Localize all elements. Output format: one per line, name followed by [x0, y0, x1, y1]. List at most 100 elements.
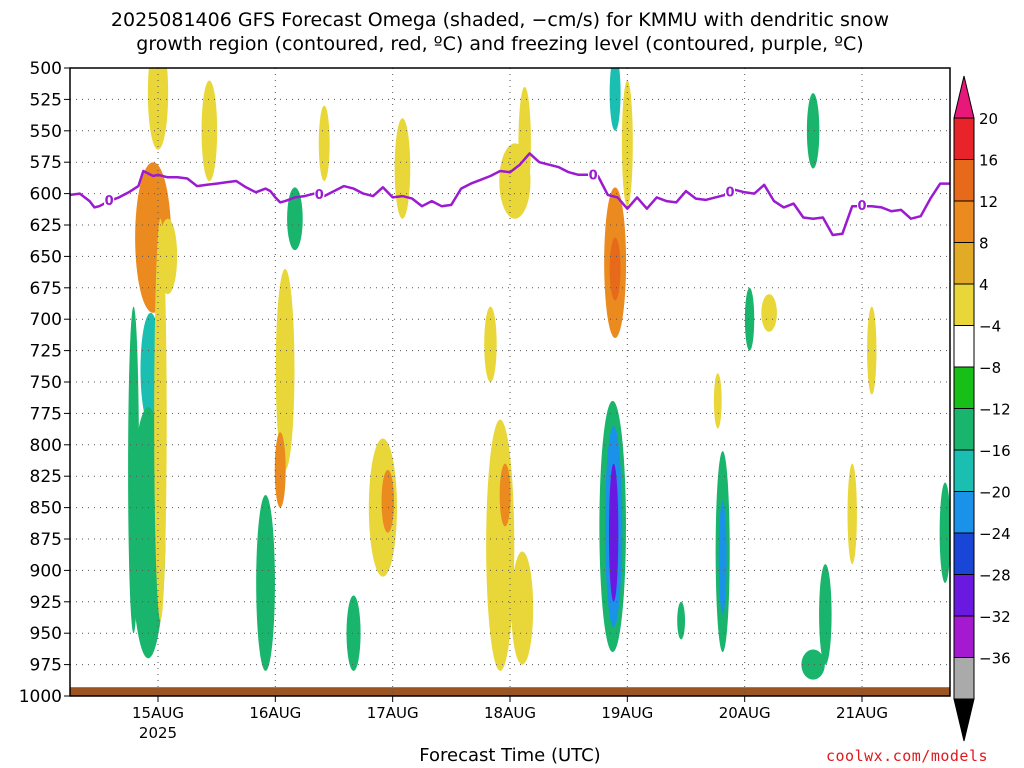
freezing-label-bg-1: [314, 186, 325, 201]
y-tick-label-625: 625: [30, 216, 62, 236]
x-tick-label-18AUG: 18AUG: [484, 704, 536, 722]
colorbar-segment-3: [953, 200, 975, 243]
freezing-label-bg-0: [104, 193, 115, 208]
x-axis: 15AUG 2025 16AUG 17AUG 18AUG 19AUG 20AUG 21AUG: [132, 696, 888, 742]
freezing-level-line: [70, 152, 950, 237]
y-tick-label-725: 725: [30, 342, 62, 362]
x-tick-sublabel-15AUG: 2025: [139, 724, 177, 742]
omega-cell-23: [511, 551, 534, 665]
omega-cell-3: [147, 68, 169, 150]
y-tick-label-550: 550: [30, 122, 62, 142]
colorbar-label-4: 4: [979, 276, 989, 294]
colorbar-segment-10: [953, 491, 975, 534]
freezing-label-bg-4: [857, 198, 867, 213]
omega-cell-11: [256, 495, 275, 671]
x-axis-label: Forecast Time (UTC): [419, 745, 601, 766]
colorbar-label-7: −12: [979, 401, 1011, 419]
y-tick-label-700: 700: [30, 310, 62, 330]
omega-cell-18: [484, 306, 497, 382]
colorbar: 20 16 12 8 4 −4 −8 −12 −16 −20 −24 −28 −32 −36: [953, 75, 1011, 742]
colorbar-label-6: −8: [979, 359, 1001, 377]
omega-cell-22: [518, 86, 531, 200]
colorbar-label-11: −28: [979, 567, 1011, 585]
omega-cell-29: [609, 68, 621, 131]
x-tick-label-21AUG: 21AUG: [836, 704, 888, 722]
omega-cell-35: [744, 287, 755, 351]
colorbar-segment-2: [953, 159, 975, 202]
colorbar-label-3: 8: [979, 235, 989, 253]
y-tick-label-825: 825: [30, 467, 62, 487]
omega-cell-37: [806, 93, 820, 169]
colorbar-segment-5: [953, 283, 975, 326]
y-tick-label-975: 975: [30, 656, 62, 676]
omega-cell-20: [499, 463, 511, 527]
y-tick-label-1000: 1000: [19, 687, 62, 707]
colorbar-label-5: −4: [979, 318, 1001, 336]
colorbar-label-9: −20: [979, 484, 1011, 502]
x-tick-label-19AUG: 19AUG: [601, 704, 653, 722]
omega-cell-12: [287, 187, 303, 251]
omega-cell-4: [201, 80, 218, 182]
colorbar-label-1: 16: [979, 152, 998, 170]
credit-link[interactable]: coolwx.com/models: [826, 747, 989, 765]
colorbar-label-13: −36: [979, 650, 1011, 668]
omega-cell-28: [608, 463, 619, 602]
omega-cell-40: [847, 463, 857, 565]
omega-cell-39: [801, 649, 825, 680]
omega-cell-38: [819, 564, 832, 665]
x-tick-label-20AUG: 20AUG: [719, 704, 771, 722]
colorbar-segment-6: [953, 325, 975, 368]
omega-cell-17: [394, 118, 411, 219]
y-tick-label-925: 925: [30, 593, 62, 613]
freezing-level-label-3: 0: [725, 185, 734, 200]
y-tick-label-575: 575: [30, 153, 62, 173]
omega-cell-16: [381, 469, 395, 533]
freezing-level-contour: 0 0 0 0 0: [70, 152, 950, 237]
y-tick-label-600: 600: [30, 185, 62, 205]
omega-cell-32: [718, 501, 727, 615]
y-tick-label-500: 500: [30, 59, 62, 79]
y-tick-label-875: 875: [30, 530, 62, 550]
y-axis: 500 525 550 575 600 625 650 675 700 725 750 775 800 8…: [19, 59, 70, 707]
omega-cell-30: [621, 80, 633, 207]
freezing-label-bg-3: [725, 184, 735, 199]
omega-cell-25: [609, 237, 621, 301]
freezing-level-label-0: 0: [105, 194, 114, 209]
colorbar-segment-7: [953, 366, 975, 409]
omega-cell-36: [761, 294, 777, 332]
omega-cell-14: [346, 595, 361, 671]
x-tick-label-16AUG: 16AUG: [249, 704, 301, 722]
freezing-level-label-4: 0: [857, 199, 866, 214]
colorbar-label-2: 12: [979, 193, 998, 211]
colorbar-segment-1: [953, 117, 975, 160]
colorbar-segment-4: [953, 242, 975, 285]
omega-cell-34: [713, 373, 722, 429]
omega-cell-13: [318, 105, 330, 182]
colorbar-label-12: −32: [979, 608, 1011, 626]
colorbar-label-10: −24: [979, 525, 1011, 543]
ground-surface: [70, 687, 950, 696]
y-tick-label-950: 950: [30, 624, 62, 644]
x-tick-label-15AUG: 15AUG: [132, 704, 184, 722]
freezing-level-label-1: 0: [315, 188, 324, 203]
colorbar-label-8: −16: [979, 442, 1011, 460]
colorbar-top-arrow: [953, 75, 975, 119]
freezing-level-label-2: 0: [589, 168, 598, 183]
y-tick-label-850: 850: [30, 499, 62, 519]
chart-title: 2025081406 GFS Forecast Omega (shaded, −…: [110, 9, 890, 55]
y-tick-label-800: 800: [30, 436, 62, 456]
y-tick-label-525: 525: [30, 90, 62, 110]
omega-cell-41: [867, 306, 877, 395]
y-tick-label-900: 900: [30, 561, 62, 581]
y-tick-label-675: 675: [30, 279, 62, 299]
colorbar-segment-11: [953, 532, 975, 575]
y-tick-label-775: 775: [30, 404, 62, 424]
colorbar-segment-14: [953, 657, 975, 700]
omega-cell-33: [677, 601, 686, 640]
colorbar-label-0: 20: [979, 110, 998, 128]
freezing-label-bg-2: [588, 167, 599, 182]
y-tick-label-750: 750: [30, 373, 62, 393]
colorbar-segment-12: [953, 574, 975, 617]
colorbar-segment-9: [953, 449, 975, 492]
